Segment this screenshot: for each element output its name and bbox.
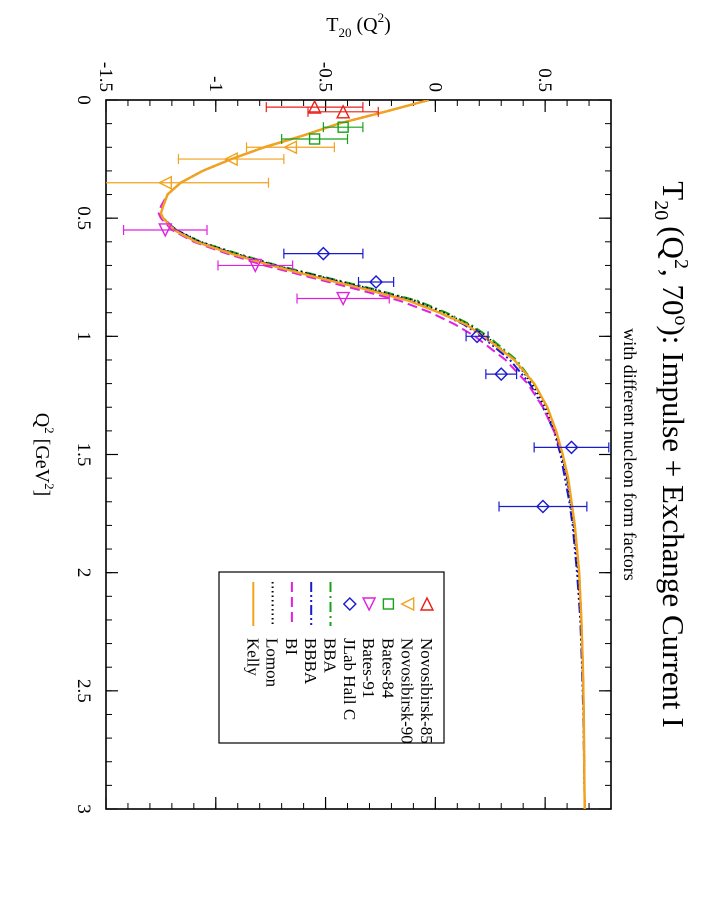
point-bates-91 — [248, 258, 263, 273]
legend-label-jlab-hall-c: JLab Hall C — [340, 638, 359, 720]
axis-tick-labels: 0 0.5 1 1.5 2 2.5 3 -1.5 -1 -0.5 0 0.5 — [73, 62, 555, 814]
point-jlab-hall-c — [470, 329, 485, 344]
curve-bba — [159, 100, 586, 809]
x-tick-label: 2.5 — [73, 679, 94, 703]
title-angle: , 70 — [656, 269, 691, 316]
legend-items: Novosibirsk-85Novosibirsk-90Bates-84Bate… — [243, 582, 436, 744]
xlabel-sup1: 2 — [42, 427, 57, 434]
legend-label-novosibirsk-85: Novosibirsk-85 — [417, 638, 436, 744]
legend-label-bates-84: Bates-84 — [378, 638, 397, 699]
legend-label-novosibirsk-90: Novosibirsk-90 — [398, 638, 417, 744]
rotated-chart-group: 00.511.522.53-1.5 -1 -0.5 0 0.5 T20(Q2, 70o)… — [31, 10, 692, 814]
data-points — [106, 100, 610, 514]
legend-symbol-bates-84 — [382, 598, 395, 610]
legend-symbol-novosibirsk-85 — [419, 596, 435, 611]
legend-box — [218, 571, 445, 744]
y-tick-label: -1.5 — [95, 62, 116, 92]
ylabel-mid: (Q — [351, 14, 378, 36]
legend-label-kelly: Kelly — [243, 638, 262, 676]
point-jlab-hall-c — [494, 367, 509, 382]
title-rest: ): Impulse + Exchange Current I — [656, 325, 691, 727]
x-tick-label: 0.5 — [73, 206, 94, 230]
xlabel-sup2: 2 — [42, 483, 57, 490]
ylabel-end: ) — [384, 14, 391, 36]
axis-ticks — [105, 99, 612, 810]
ylabel-sub: 20 — [338, 25, 351, 40]
point-bates-91 — [158, 223, 173, 238]
legend-symbol-bates-91 — [361, 597, 377, 612]
ylabel-t: T — [326, 14, 338, 36]
x-tick-label: 1.5 — [73, 443, 94, 467]
legend-label-bbba: BBBA — [301, 638, 320, 685]
chart-subtitle: with different nucleon form factors — [620, 328, 640, 581]
x-tick-label: 1 — [73, 332, 94, 342]
y-tick-label: -1 — [205, 76, 226, 92]
point-bates-84 — [337, 121, 349, 133]
x-tick-label: 2 — [73, 568, 94, 578]
y-tick-label: -0.5 — [315, 62, 336, 92]
point-novosibirsk-90 — [282, 140, 298, 155]
point-jlab-hall-c — [535, 499, 550, 514]
point-jlab-hall-c — [564, 440, 579, 455]
x-axis-label: Q2 [GeV2] — [31, 413, 57, 497]
y-tick-label: 0 — [424, 83, 445, 93]
model-curves — [157, 100, 586, 809]
title-q-open: (Q — [656, 226, 691, 259]
title-degree: o — [670, 315, 692, 325]
point-novosibirsk-90 — [223, 151, 238, 167]
legend-label-bates-91: Bates-91 — [359, 638, 378, 698]
point-bates-91 — [335, 291, 351, 307]
point-novosibirsk-85 — [307, 100, 322, 114]
xlabel-mid: [GeV — [31, 434, 53, 484]
point-novosibirsk-85 — [335, 104, 351, 119]
xlabel-q: Q — [31, 413, 53, 428]
legend: Novosibirsk-85Novosibirsk-90Bates-84Bate… — [218, 571, 445, 744]
point-novosibirsk-90 — [157, 175, 172, 190]
x-tick-label: 3 — [73, 804, 94, 814]
ylabel-sup: 2 — [378, 10, 385, 25]
point-bates-84 — [308, 133, 321, 145]
legend-label-lomon: Lomon — [263, 638, 282, 688]
title-t: T — [656, 181, 691, 200]
y-tick-label: 0.5 — [534, 68, 555, 92]
legend-symbol-novosibirsk-90 — [400, 596, 415, 612]
point-jlab-hall-c — [369, 274, 384, 289]
title-t-sub: 20 — [650, 200, 672, 220]
title-q-sup: 2 — [670, 259, 692, 269]
xlabel-end: ] — [31, 490, 53, 497]
x-tick-label: 0 — [73, 95, 94, 105]
chart-title: T20 (Q2, 70o): Impulse + Exchange Current… — [650, 181, 692, 727]
y-axis-label: T20 (Q2) — [326, 10, 391, 40]
point-jlab-hall-c — [316, 246, 331, 261]
legend-label-bba: BBA — [321, 638, 340, 674]
legend-symbol-jlab-hall-c — [342, 597, 357, 611]
legend-label-bi: BI — [282, 638, 301, 655]
curve-kelly — [159, 100, 586, 809]
